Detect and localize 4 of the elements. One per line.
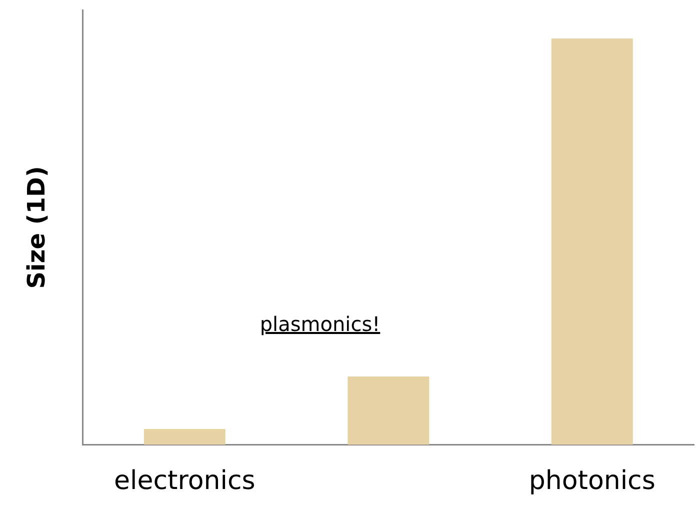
y-axis-title: Size (1D) bbox=[22, 166, 51, 289]
x-tick-label: photonics bbox=[528, 466, 656, 496]
x-tick-label: electronics bbox=[114, 466, 256, 496]
annotation: plasmonics! bbox=[258, 312, 382, 336]
